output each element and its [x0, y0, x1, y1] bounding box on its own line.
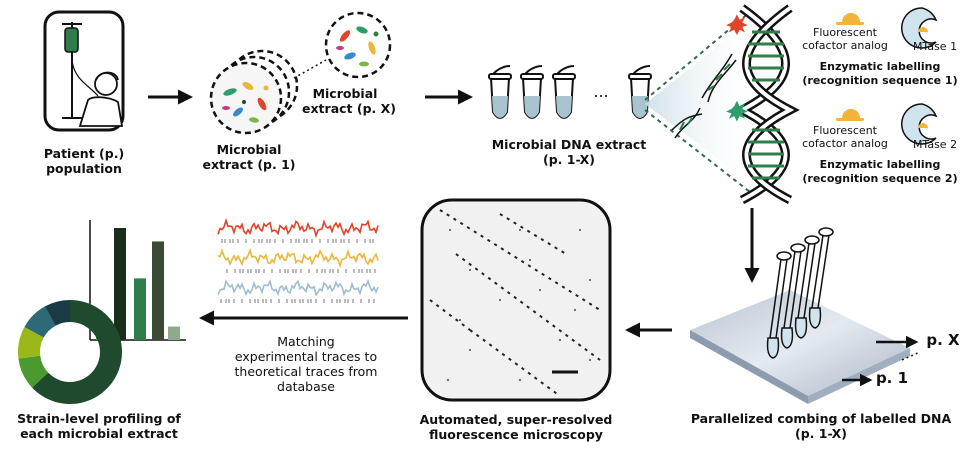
label-enzymatic2-line1: Enzymatic labelling	[819, 158, 941, 171]
tube-icon	[520, 65, 544, 119]
pipette-icon	[766, 251, 792, 359]
label-combing-line2: (p. 1-X)	[795, 426, 847, 441]
donut-chart	[18, 300, 123, 404]
label-enzymatic1-line2: (recognition sequence 1)	[802, 74, 958, 87]
bar	[152, 241, 164, 340]
label-fluor2-line2: cofactor analog	[802, 137, 888, 150]
mtase-2-icon	[900, 103, 938, 145]
donut-slice	[44, 300, 70, 326]
label-fluor1-line1: Fluorescent	[813, 26, 877, 39]
tube-icon	[552, 65, 576, 119]
bar	[134, 278, 146, 340]
pipette-icon	[794, 235, 820, 339]
label-patient-population: Patient (p.) population	[43, 146, 125, 176]
dotted-combing	[901, 351, 921, 361]
label-combing-line1: Parallelized combing of labelled DNA	[690, 411, 952, 426]
label-enzymatic1-line1: Enzymatic labelling	[819, 60, 941, 73]
label-profiling-line1: Strain-level profiling of	[17, 411, 181, 426]
microscopy-image	[420, 198, 612, 402]
label-enzymatic2-line2: (recognition sequence 2)	[802, 172, 958, 185]
label-matching-line1: Matching	[277, 334, 335, 349]
microbial-extract-px-icon	[324, 11, 392, 79]
donut-slice	[18, 355, 49, 388]
tube-icon	[488, 65, 512, 119]
donut-slice	[32, 300, 123, 404]
label-dna-extract-line1: Microbial DNA extract	[491, 137, 647, 152]
label-microscopy-line1: Automated, super-resolved	[419, 412, 613, 427]
bar	[114, 228, 126, 340]
label-p1: p. 1	[875, 369, 909, 387]
mtase-1-icon	[900, 7, 938, 49]
label-microscopy-line2: fluorescence microscopy	[429, 427, 603, 442]
patient-icon	[43, 10, 125, 132]
combing-slide-icon	[690, 290, 910, 404]
zoom-line-bottom	[644, 109, 751, 193]
donut-slice	[24, 306, 56, 338]
label-mtase1: MTase 1	[912, 40, 958, 53]
label-matching-line3: theoretical traces from	[234, 364, 378, 379]
label-matching-line4: database	[277, 379, 335, 394]
label-mtase2: MTase 2	[912, 138, 958, 151]
label-extract-p1-line2: extract (p. 1)	[202, 157, 296, 172]
label-extract-px-line2: extract (p. X)	[302, 101, 396, 116]
label-dna-extract-line2: (p. 1-X)	[543, 152, 595, 167]
pipette-array	[766, 227, 834, 359]
small-dna-helix-icon	[671, 53, 737, 139]
dna-double-helix-icon	[732, 4, 800, 204]
fluorescent-cofactor-icon-2	[726, 100, 864, 122]
fluorescence-traces	[217, 217, 379, 303]
label-profiling-line2: each microbial extract	[20, 426, 178, 441]
microbial-extract-p1-icon	[209, 49, 299, 135]
label-px: p. X	[926, 331, 960, 349]
label-extract-p1-line1: Microbial	[216, 142, 282, 157]
zoom-cone	[645, 12, 760, 190]
tube-icon	[628, 65, 652, 119]
label-fluor1-line2: cofactor analog	[802, 39, 888, 52]
label-fluor2-line1: Fluorescent	[813, 124, 877, 137]
pipette-icon	[780, 243, 806, 349]
pipette-icon	[808, 227, 834, 329]
bar	[168, 326, 180, 340]
label-matching-line2: experimental traces to	[234, 349, 378, 364]
dotted-link	[293, 59, 327, 79]
label-ellipsis: ...	[593, 82, 609, 101]
label-extract-px-line1: Microbial	[312, 86, 378, 101]
tube-row	[488, 65, 652, 119]
fluorescent-cofactor-icon-1	[726, 13, 864, 36]
donut-slice	[18, 326, 44, 359]
